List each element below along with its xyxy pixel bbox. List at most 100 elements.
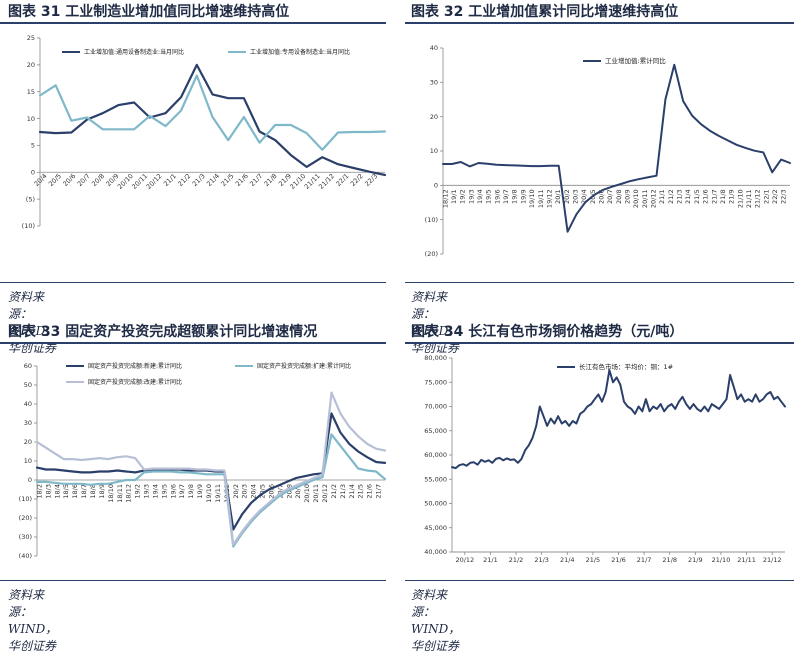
- x-tick-label: 21/3: [676, 189, 684, 204]
- figure-31-chart: 25 20 15 10 5 0 (5) (10) 20/420/520/620/720/8 20/…: [22, 34, 387, 230]
- figure-31-top-rule: [0, 22, 386, 24]
- x-tick-label: 22/3: [780, 189, 788, 204]
- x-tick-label: 21/7: [375, 484, 383, 499]
- x-tick-label: 18/7: [80, 484, 88, 499]
- x-tick-label: 20/3: [241, 484, 249, 499]
- x-tick-label: 18/5: [62, 484, 70, 499]
- x-tick-label: 19/10: [528, 189, 536, 208]
- x-tick-label: 21/5: [693, 189, 701, 204]
- x-tick-label: 19/6: [169, 484, 177, 499]
- figure-32-bottom-rule: [405, 282, 794, 283]
- y-tick-label: (40): [19, 552, 32, 560]
- x-tick-label: 20/2: [563, 189, 571, 204]
- figure-33-label: 图表 33: [8, 324, 61, 340]
- x-tick-label: 19/2: [134, 484, 142, 499]
- series-line-1: [35, 433, 387, 548]
- x-tick-label: 20/1: [554, 189, 562, 204]
- x-tick-label: 20/12: [321, 484, 329, 503]
- x-tick-label: 19/6: [493, 189, 501, 204]
- x-tick-label: 20/10: [303, 484, 311, 503]
- x-tick-label: 21/4: [348, 484, 356, 499]
- x-tick-label: 21/1: [483, 556, 498, 564]
- x-tick-label: 20/5: [47, 172, 63, 188]
- x-tick-label: 21/8: [263, 172, 279, 188]
- series-line-0: [451, 369, 786, 470]
- x-tick-label: 21/7: [248, 172, 264, 188]
- y-tick-label: 10: [430, 147, 438, 155]
- y-tick-label: (5): [26, 195, 35, 203]
- x-tick-label: 22/2: [349, 172, 365, 188]
- y-tick-label: (20): [19, 514, 32, 522]
- y-tick-label: 0: [31, 168, 35, 176]
- x-tick-label: 21/7: [637, 556, 652, 564]
- y-tick-label: (10): [19, 495, 32, 503]
- x-tick-label: 21/5: [586, 556, 601, 564]
- x-tick-label: 20/8: [90, 172, 106, 188]
- x-tick-label: 21/10: [712, 556, 731, 564]
- x-tick-label: 21/7: [710, 189, 718, 204]
- x-tick-label: 18/6: [71, 484, 79, 499]
- series-line-0: [35, 412, 387, 531]
- figure-33-source: 资料来源：WIND，华创证券: [8, 588, 58, 653]
- y-tick-label: 40: [430, 44, 438, 52]
- x-tick-label: 19/10: [205, 484, 213, 503]
- figure-34-title-text: 长江有色市场铜价格趋势（元/吨）: [468, 324, 684, 340]
- legend-label-0: 固定资产投资完成额:新建:累计同比: [88, 362, 182, 370]
- x-tick-label: 19/1: [450, 189, 458, 204]
- x-tick-label: 20/11: [641, 189, 649, 208]
- figure-34-source: 资料来源：WIND，华创证券: [411, 588, 461, 653]
- x-tick-label: 19/9: [519, 189, 527, 204]
- y-tick-label: (30): [19, 533, 32, 541]
- figure-32-title-text: 工业增加值累计同比增速维持高位: [468, 4, 679, 20]
- x-tick-label: 21/12: [754, 189, 762, 208]
- figure-31-title: 图表 31 工业制造业增加值同比增速维持高位: [8, 1, 289, 21]
- y-tick-label: 40: [24, 400, 32, 408]
- x-tick-label: 21/3: [191, 172, 207, 188]
- y-tick-label: (10): [22, 222, 35, 230]
- x-tick-label: 21/2: [330, 484, 338, 499]
- x-tick-label: 19/11: [537, 189, 545, 208]
- x-tick-label: 20/12: [145, 172, 164, 191]
- legend-label-0: 长江有色市场：平均价：铜：1#: [579, 362, 673, 371]
- x-tick-label: 21/12: [763, 556, 782, 564]
- x-tick-label: 19/8: [187, 484, 195, 499]
- x-tick-label: 20/4: [580, 189, 588, 204]
- legend-label-0: 工业增加值:累计同比: [605, 56, 666, 65]
- figure-32-source: 资料来源：WIND，华创证券: [411, 290, 461, 355]
- y-tick-label: 5: [31, 142, 35, 150]
- figure-32-label: 图表 32: [411, 4, 464, 20]
- y-tick-label: 40,000: [424, 548, 447, 556]
- series-line-0: [442, 63, 791, 233]
- y-tick-label: 70,000: [424, 403, 447, 411]
- y-tick-label: 50,000: [424, 500, 447, 508]
- y-tick-label: 60: [24, 362, 32, 370]
- x-tick-label: 21/3: [534, 556, 549, 564]
- y-tick-label: 25: [27, 34, 35, 42]
- y-tick-label: 20: [430, 113, 438, 121]
- x-tick-label: 21/4: [205, 172, 221, 188]
- figure-34-title: 图表 34 长江有色市场铜价格趋势（元/吨）: [411, 321, 683, 341]
- legend-label-2: 固定资产投资完成额:改建:累计同比: [88, 378, 182, 386]
- x-tick-label: 18/8: [89, 484, 97, 499]
- x-tick-label: 19/4: [151, 484, 159, 499]
- series-line-0: [38, 63, 387, 177]
- x-tick-label: 21/12: [317, 172, 336, 191]
- legend-label-1: 工业增加值:专用设备制造业:当月同比: [250, 48, 350, 56]
- x-tick-label: 19/12: [545, 189, 553, 208]
- x-tick-label: 20/3: [571, 189, 579, 204]
- x-tick-label: 18/10: [107, 484, 115, 503]
- x-tick-label: 20/5: [259, 484, 267, 499]
- x-tick-label: 18/9: [98, 484, 106, 499]
- x-tick-label: 20/11: [312, 484, 320, 503]
- figure-31-title-text: 工业制造业增加值同比增速维持高位: [65, 4, 290, 20]
- x-tick-label: 21/2: [667, 189, 675, 204]
- x-tick-label: 21/8: [719, 189, 727, 204]
- figure-31-label: 图表 31: [8, 4, 61, 20]
- x-tick-label: 19/5: [160, 484, 168, 499]
- x-tick-label: 21/11: [737, 556, 756, 564]
- x-tick-label: 21/2: [509, 556, 524, 564]
- figure-33-title: 图表 33 固定资产投资完成超额累计同比增速情况: [8, 321, 317, 341]
- y-tick-label: 20: [27, 61, 35, 69]
